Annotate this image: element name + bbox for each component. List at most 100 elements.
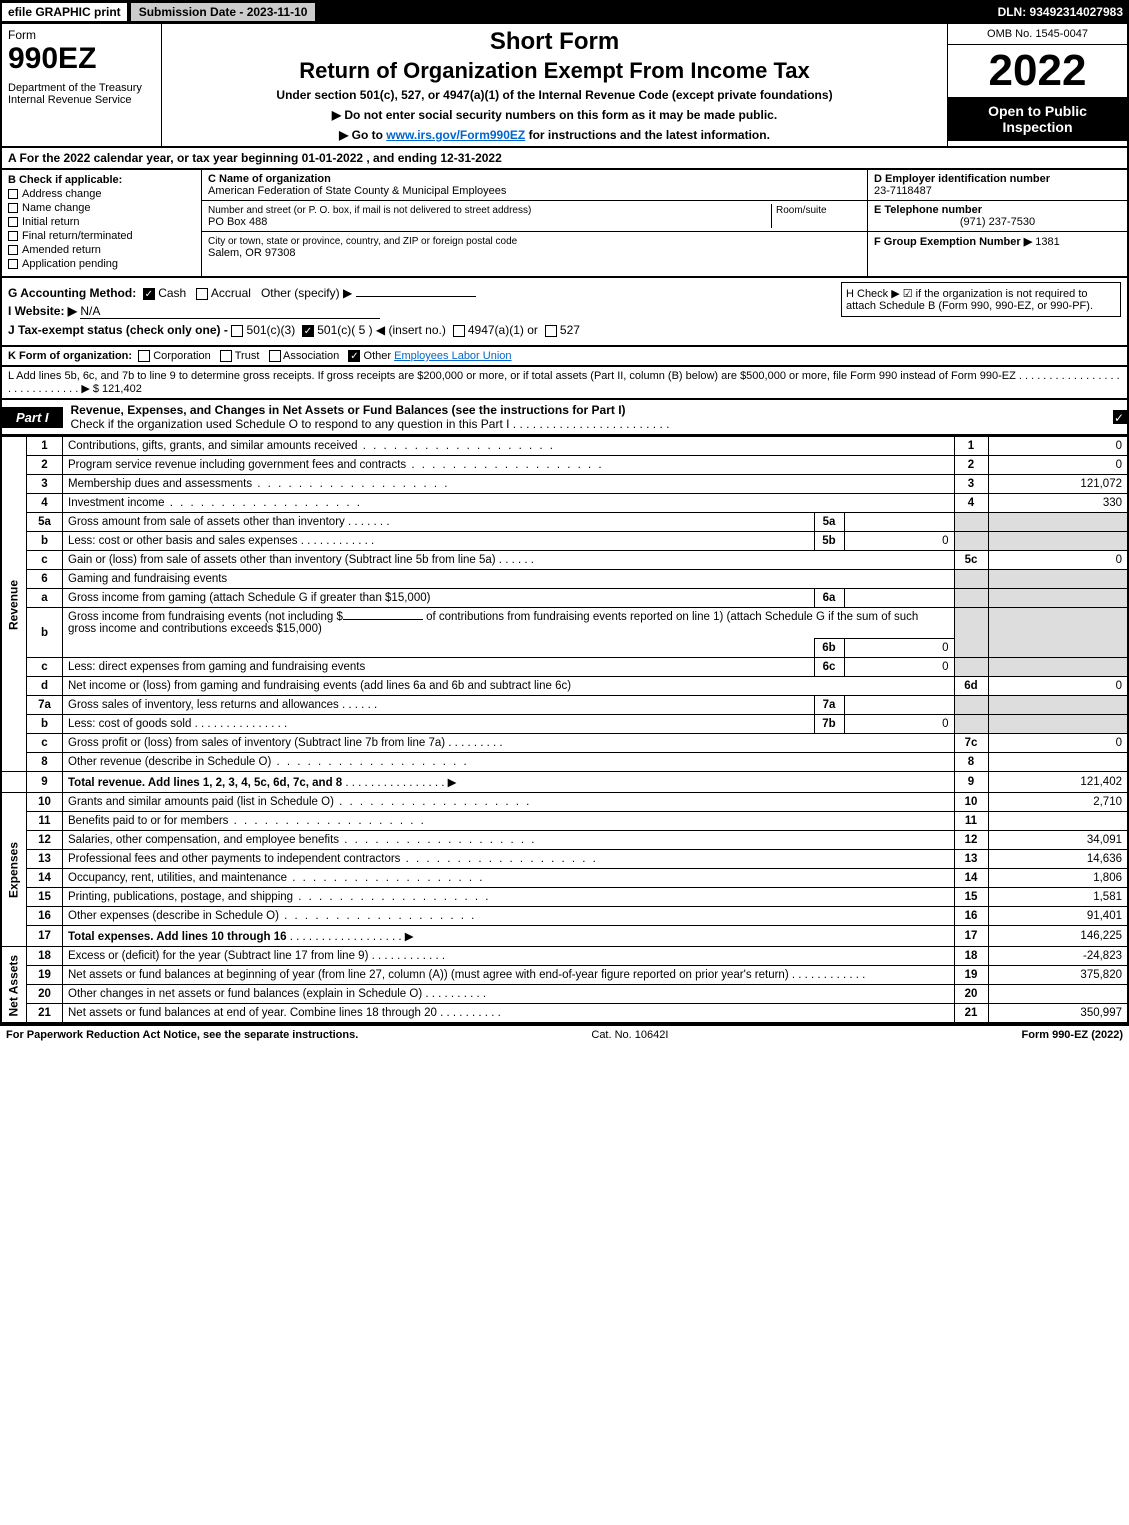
val-7b: 0 (844, 715, 954, 734)
chk-trust[interactable] (220, 350, 232, 362)
instr-goto: ▶ Go to www.irs.gov/Form990EZ for instru… (168, 128, 941, 142)
j-label: J Tax-exempt status (check only one) - (8, 323, 228, 337)
dept-treasury: Department of the Treasury Internal Reve… (8, 82, 155, 106)
chk-initial-return[interactable]: Initial return (8, 216, 195, 228)
cell-city: City or town, state or province, country… (202, 232, 867, 262)
g-label: G Accounting Method: (8, 286, 136, 300)
val-21: 350,997 (988, 1004, 1128, 1024)
val-5b: 0 (844, 532, 954, 551)
chk-501c3[interactable] (231, 325, 243, 337)
chk-final-return[interactable]: Final return/terminated (8, 230, 195, 242)
row-l: L Add lines 5b, 6c, and 7b to line 9 to … (0, 367, 1129, 400)
cell-group-exemption: F Group Exemption Number ▶ 1381 (868, 232, 1127, 251)
open-public-label: Open to Public Inspection (948, 97, 1127, 141)
val-15: 1,581 (988, 888, 1128, 907)
website-value: N/A (80, 304, 380, 319)
form-ref: Form 990-EZ (2022) (1022, 1029, 1123, 1041)
chk-corporation[interactable] (138, 350, 150, 362)
val-17: 146,225 (988, 926, 1128, 947)
val-8 (988, 753, 1128, 772)
val-11 (988, 812, 1128, 831)
section-ghij: H Check ▶ ☑ if the organization is not r… (0, 278, 1129, 347)
instr-ssn: ▶ Do not enter social security numbers o… (168, 108, 941, 122)
l-text: L Add lines 5b, 6c, and 7b to line 9 to … (8, 370, 1120, 395)
row-a-tax-year: A For the 2022 calendar year, or tax yea… (0, 148, 1129, 170)
chk-cash[interactable]: ✓ (143, 288, 155, 300)
col-def: D Employer identification number 23-7118… (867, 170, 1127, 276)
cell-telephone: E Telephone number (971) 237-7530 (868, 201, 1127, 232)
l-amount: 121,402 (102, 383, 142, 395)
other-org-type[interactable]: Employees Labor Union (394, 350, 511, 362)
part1-title: Revenue, Expenses, and Changes in Net As… (63, 400, 1113, 434)
chk-name-change[interactable]: Name change (8, 202, 195, 214)
val-6b: 0 (844, 639, 954, 658)
chk-application-pending[interactable]: Application pending (8, 258, 195, 270)
val-7a (844, 696, 954, 715)
val-12: 34,091 (988, 831, 1128, 850)
top-bar: efile GRAPHIC print Submission Date - 20… (0, 0, 1129, 24)
form-header: Form 990EZ Department of the Treasury In… (0, 24, 1129, 148)
ein-label: D Employer identification number (874, 173, 1050, 185)
val-7c: 0 (988, 734, 1128, 753)
val-line1: 0 (988, 437, 1128, 456)
val-20 (988, 985, 1128, 1004)
val-line2: 0 (988, 456, 1128, 475)
cell-ein: D Employer identification number 23-7118… (868, 170, 1127, 201)
chk-amended-return[interactable]: Amended return (8, 244, 195, 256)
part1-tab: Part I (2, 407, 63, 428)
tel-value: (971) 237-7530 (874, 216, 1121, 228)
form-title: Return of Organization Exempt From Incom… (168, 58, 941, 84)
paperwork-notice: For Paperwork Reduction Act Notice, see … (6, 1029, 358, 1041)
tax-year: 2022 (948, 45, 1127, 97)
other-specify-line (356, 296, 476, 297)
val-6a (844, 589, 954, 608)
col-c-org-info: C Name of organization American Federati… (202, 170, 867, 276)
k-label: K Form of organization: (8, 350, 132, 362)
side-revenue: Revenue (1, 437, 27, 772)
addr-value: PO Box 488 (208, 216, 267, 228)
h-schedule-b-box: H Check ▶ ☑ if the organization is not r… (841, 282, 1121, 317)
val-9: 121,402 (988, 772, 1128, 793)
form-subtitle: Under section 501(c), 527, or 4947(a)(1)… (168, 88, 941, 102)
part1-header: Part I Revenue, Expenses, and Changes in… (0, 400, 1129, 436)
form-word: Form (8, 28, 155, 42)
row-k: K Form of organization: Corporation Trus… (0, 347, 1129, 367)
instr-goto-post: for instructions and the latest informat… (525, 128, 770, 142)
part1-check-line: Check if the organization used Schedule … (71, 417, 670, 431)
val-5a (844, 513, 954, 532)
chk-address-change[interactable]: Address change (8, 188, 195, 200)
grp-label: F Group Exemption Number ▶ (874, 236, 1032, 248)
val-14: 1,806 (988, 869, 1128, 888)
cell-address: Number and street (or P. O. box, if mail… (202, 201, 867, 232)
header-center: Short Form Return of Organization Exempt… (162, 24, 947, 146)
irs-link[interactable]: www.irs.gov/Form990EZ (386, 128, 525, 142)
val-19: 375,820 (988, 966, 1128, 985)
line-j: J Tax-exempt status (check only one) - 5… (8, 323, 1121, 337)
chk-4947[interactable] (453, 325, 465, 337)
section-bcdef: B Check if applicable: Address change Na… (0, 170, 1129, 278)
city-value: Salem, OR 97308 (208, 247, 295, 259)
tel-label: E Telephone number (874, 204, 982, 216)
col-b-checkboxes: B Check if applicable: Address change Na… (2, 170, 202, 276)
submission-date: Submission Date - 2023-11-10 (129, 1, 318, 23)
i-label: I Website: ▶ (8, 304, 77, 318)
efile-label: efile GRAPHIC print (0, 1, 129, 23)
org-name: American Federation of State County & Mu… (208, 185, 506, 197)
chk-accrual[interactable] (196, 288, 208, 300)
val-line4: 330 (988, 494, 1128, 513)
page-footer: For Paperwork Reduction Act Notice, see … (0, 1024, 1129, 1044)
cat-no: Cat. No. 10642I (591, 1029, 668, 1041)
short-form-label: Short Form (168, 28, 941, 56)
part1-schedule-o-check[interactable]: ✓ (1113, 410, 1127, 424)
chk-501c[interactable]: ✓ (302, 325, 314, 337)
col-b-header: B Check if applicable: (8, 174, 195, 186)
chk-other[interactable]: ✓ (348, 350, 360, 362)
val-6d: 0 (988, 677, 1128, 696)
val-5c: 0 (988, 551, 1128, 570)
val-13: 14,636 (988, 850, 1128, 869)
side-net-assets: Net Assets (1, 947, 27, 1024)
chk-527[interactable] (545, 325, 557, 337)
chk-association[interactable] (269, 350, 281, 362)
header-left: Form 990EZ Department of the Treasury In… (2, 24, 162, 146)
cell-org-name: C Name of organization American Federati… (202, 170, 867, 201)
